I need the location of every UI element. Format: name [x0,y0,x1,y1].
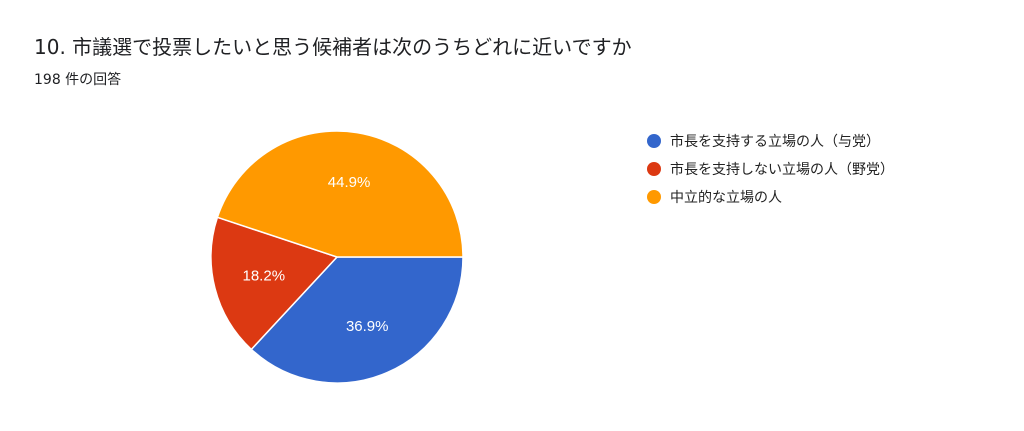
pie-slice-labels: 36.9% 18.2% 44.9% [243,174,389,335]
question-title: 10. 市議選で投票したいと思う候補者は次のうちどれに近いですか [34,35,632,59]
chart-legend: 市長を支持する立場の人（与党） 市長を支持しない立場の人（野党） 中立的な立場の… [647,127,894,211]
legend-marker-neutral [647,190,661,204]
response-count: 198 件の回答 [34,72,122,88]
pie-slice-ruling[interactable] [250,256,464,384]
legend-label-neutral: 中立的な立場の人 [670,190,782,206]
pie-slice-opposition[interactable] [210,216,339,351]
pie-slice-neutral[interactable] [216,130,464,258]
pie-slices [210,130,464,384]
legend-item-opposition[interactable]: 市長を支持しない立場の人（野党） [647,155,894,183]
slice-label-ruling: 36.9% [346,318,389,335]
legend-item-neutral[interactable]: 中立的な立場の人 [647,183,894,211]
legend-marker-ruling [647,134,661,148]
slice-label-opposition: 18.2% [243,267,286,284]
legend-label-opposition: 市長を支持しない立場の人（野党） [670,162,894,178]
legend-marker-opposition [647,162,661,176]
legend-item-ruling[interactable]: 市長を支持する立場の人（与党） [647,127,894,155]
slice-label-neutral: 44.9% [328,174,371,191]
legend-label-ruling: 市長を支持する立場の人（与党） [670,134,880,150]
